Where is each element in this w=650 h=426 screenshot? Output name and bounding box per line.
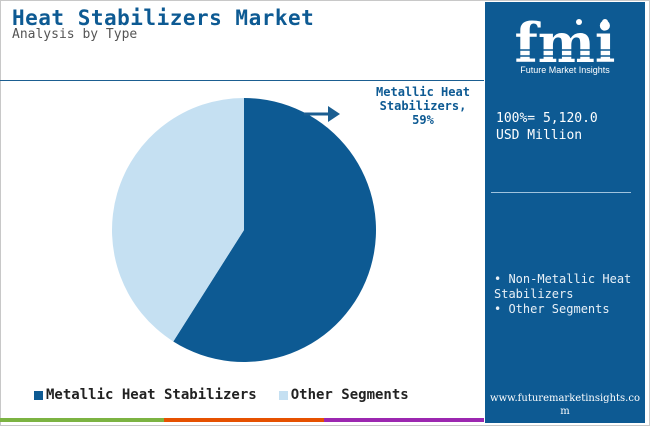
website-url: www.futuremarketinsights.com	[490, 393, 640, 417]
bottom-bar-green	[0, 418, 164, 422]
side-panel: fmi Future Market Insights 100%= 5,120.0…	[485, 2, 645, 423]
pie-slice-other-segments	[111, 98, 244, 342]
logo-text: fmi	[515, 12, 616, 75]
legend-label-metallic: Metallic Heat Stabilizers	[46, 387, 257, 403]
chart-subtitle: Analysis by Type	[12, 27, 138, 42]
total-unit: USD Million	[496, 128, 583, 143]
legend-label-other: Other Segments	[290, 387, 409, 403]
callout-arrow	[304, 106, 340, 122]
logo-caption: Future Market Insights	[520, 65, 610, 75]
bottom-bar-purple	[324, 418, 484, 422]
slice-annotation: Metallic Heat Stabilizers, 59%	[355, 85, 491, 127]
fmi-logo: fmi	[511, 12, 619, 75]
segment-list: Non-Metallic Heat Stabilizers Other Segm…	[494, 272, 642, 317]
annotation-line-2: Stabilizers,	[379, 99, 467, 113]
legend-swatch-metallic	[34, 390, 43, 400]
legend-swatch-other	[278, 390, 288, 400]
market-total: 100%= 5,120.0 USD Million	[496, 110, 636, 144]
total-value: 100%= 5,120.0	[496, 111, 598, 126]
annotation-line-1: Metallic Heat	[376, 85, 470, 99]
bottom-color-bar	[0, 418, 484, 424]
segment-item-other: Other Segments	[494, 302, 642, 317]
bottom-bar-orange	[164, 418, 324, 422]
header-divider	[0, 80, 484, 81]
segment-item-non-metallic: Non-Metallic Heat Stabilizers	[494, 272, 642, 302]
legend-item-metallic: Metallic Heat Stabilizers	[34, 387, 257, 403]
panel-divider	[491, 192, 631, 193]
annotation-line-3: 59%	[412, 113, 434, 127]
legend: Metallic Heat Stabilizers Other Segments	[34, 386, 431, 404]
legend-item-other: Other Segments	[278, 387, 409, 403]
pie-slice-metallic-heat-stabilizers	[173, 98, 376, 362]
chart-title: Heat Stabilizers Market	[12, 6, 315, 30]
pie-chart	[111, 98, 376, 362]
